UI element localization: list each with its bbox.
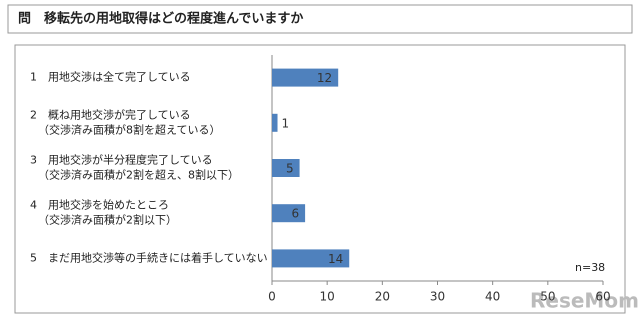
y-tick-label: 5 まだ用地交渉等の手続きには着手していない: [30, 250, 268, 264]
x-tick-label: 20: [375, 290, 390, 304]
y-tick-label: （交渉済み面積が2割を超え、8割以下）: [38, 168, 239, 182]
value-label: 6: [291, 207, 299, 221]
x-tick-label: 60: [595, 290, 610, 304]
y-tick-label: 4 用地交渉を始めたところ: [30, 198, 169, 212]
y-tick-label: 3 用地交渉が半分程度完了している: [30, 153, 213, 167]
y-tick-label: 1 用地交渉は全て完了している: [30, 70, 191, 84]
y-tick-label: （交渉済み面積が8割を超えている）: [38, 122, 220, 136]
bar: [272, 204, 306, 223]
value-label: 14: [328, 252, 343, 266]
plot-frame: [14, 44, 626, 314]
x-tick-label: 10: [320, 290, 335, 304]
bar: [272, 249, 350, 268]
x-tick-label: 0: [268, 290, 276, 304]
y-tick-label: 2 概ね用地交渉が完了している: [30, 107, 191, 121]
annotation: n=38: [575, 261, 605, 274]
bar: [272, 159, 300, 177]
chart-title: 問 移転先の用地取得はどの程度進んでいますか: [18, 11, 303, 27]
x-tick-label: 50: [540, 290, 555, 304]
value-label: 1: [282, 116, 290, 130]
x-tick-label: 30: [430, 290, 445, 304]
value-label: 12: [317, 71, 332, 85]
y-tick-label: （交渉済み面積が2割以下）: [38, 213, 177, 227]
title-box: [7, 4, 633, 34]
bar: [272, 68, 339, 87]
x-tick-label: 40: [485, 290, 500, 304]
watermark: ReseMom: [530, 289, 639, 313]
bar: [272, 113, 278, 132]
value-label: 5: [286, 162, 294, 176]
